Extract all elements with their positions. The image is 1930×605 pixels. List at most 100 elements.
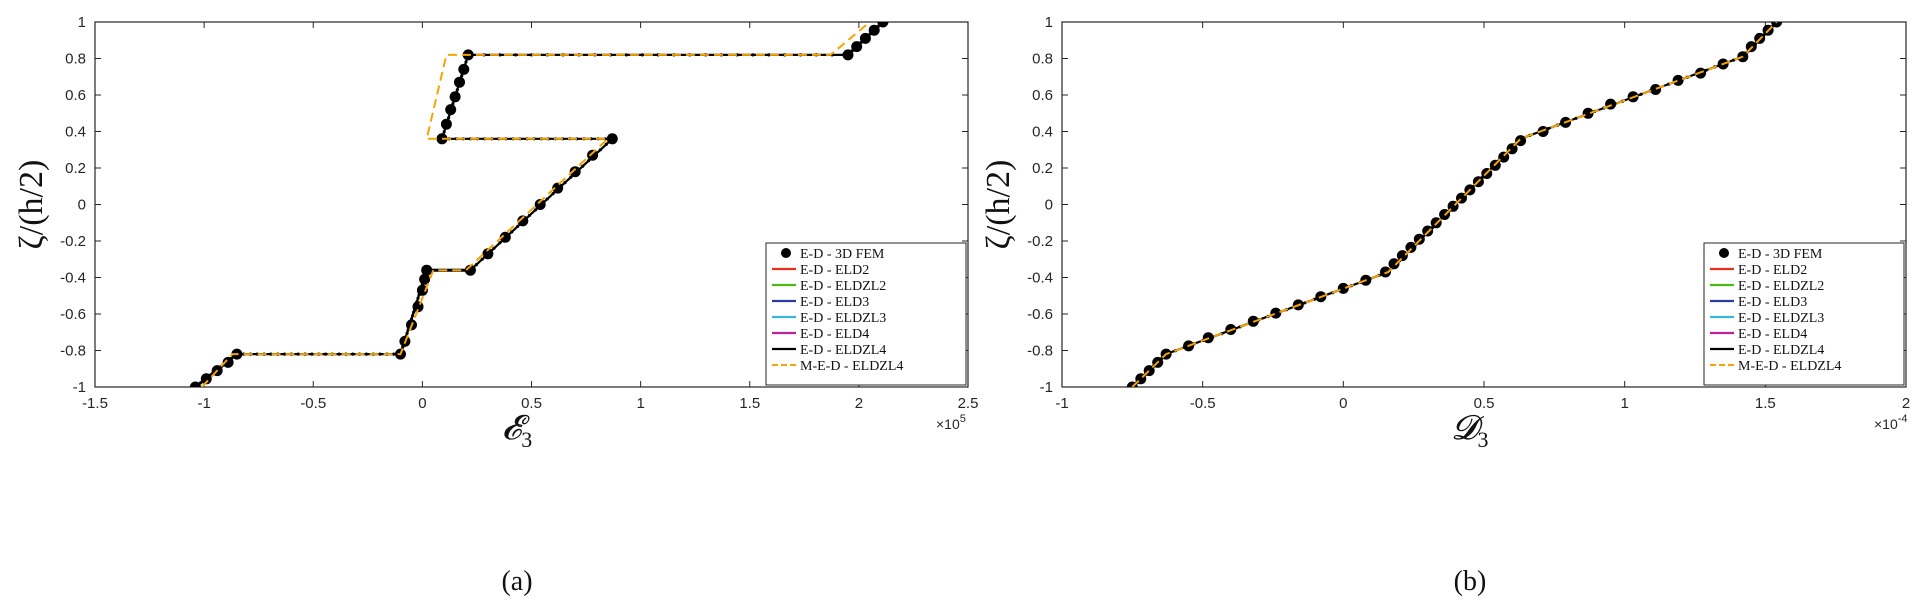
line-dot (405, 331, 409, 335)
x-axis-label-sub: 3 (521, 427, 532, 452)
line-dot (378, 352, 382, 356)
line-dot (414, 303, 418, 307)
line-dot (751, 53, 755, 57)
y-tick-label: 0.4 (65, 124, 86, 141)
line-dot (592, 153, 597, 157)
legend-label: E-D - 3D FEM (1738, 247, 1823, 262)
x-ticks: -1 -0.5 0 0.5 1 1.5 2 (1055, 22, 1910, 412)
line-dot (1368, 277, 1372, 281)
legend-item: E-D - ELD4 (1710, 327, 1807, 342)
line-dot (419, 286, 423, 290)
line-dot (444, 123, 448, 127)
line-dot (457, 81, 462, 85)
line-dot (1210, 335, 1214, 339)
line-dot (455, 88, 459, 92)
line-dot (392, 352, 396, 356)
line-dot (1704, 68, 1708, 72)
line-dot (459, 77, 463, 81)
line-dot (767, 53, 771, 57)
line-dot (498, 241, 502, 245)
x-tick-label: 2.5 (958, 395, 979, 412)
legend-item: E-D - ELD4 (772, 327, 869, 342)
x-tick-label: 1 (1620, 395, 1628, 412)
legend-item: E-D - ELD2 (772, 263, 869, 278)
line-dot (413, 307, 417, 311)
series-m-e-d-eldzl4 (201, 22, 871, 387)
line-dot (401, 345, 405, 349)
line-dot (415, 300, 419, 304)
line-dot (587, 159, 591, 163)
line-dot (452, 98, 456, 102)
legend-label: E-D - ELDZL3 (1738, 311, 1824, 326)
y-axis-label: ζ/(h/2) (980, 160, 1017, 250)
line-dot (569, 175, 573, 179)
line-dot (296, 352, 300, 356)
legend-box (765, 242, 967, 386)
line-dot (443, 126, 447, 130)
legend-item: M-E-D - ELDZL4 (1710, 359, 1841, 374)
y-tick-label: 0.2 (65, 160, 86, 177)
line-dot (581, 164, 585, 168)
legend-label: E-D - ELD3 (800, 295, 869, 310)
legend-label: M-E-D - ELDZL4 (1738, 359, 1841, 374)
fem-marker (1405, 241, 1417, 253)
x-tick-label: 0 (418, 395, 426, 412)
line-dot (463, 63, 467, 67)
legend-item: E-D - ELDZL4 (1710, 343, 1824, 358)
line-dot (442, 130, 446, 134)
y-tick-label: 0.6 (1032, 87, 1053, 104)
line-dot (417, 293, 421, 297)
legend-label: E-D - ELD3 (1738, 295, 1807, 310)
data-series (189, 22, 889, 387)
x-exponent-label: ×105 (936, 413, 966, 432)
x-tick-label: -1 (197, 395, 210, 412)
y-tick-label: -1 (1040, 379, 1053, 396)
x-tick-label: 1 (636, 395, 644, 412)
y-tick-label: 0 (78, 197, 86, 214)
x-exponent-power: -4 (1898, 413, 1908, 425)
line-dot (1546, 126, 1550, 131)
y-tick-label: -0.6 (60, 306, 86, 323)
line-dot (323, 352, 328, 356)
line-dot (462, 67, 466, 71)
y-tick-label: -0.4 (1027, 270, 1053, 287)
y-tick-label: 1 (78, 14, 86, 31)
legend-label: E-D - ELDZL2 (800, 279, 886, 294)
legend-label: E-D - ELDZL4 (1738, 343, 1824, 358)
line-dot (364, 352, 368, 356)
y-tick-label: 0.2 (1032, 160, 1053, 177)
line-dot (1574, 116, 1578, 120)
x-exponent-label: ×10-4 (1874, 413, 1908, 432)
line-dot (522, 219, 526, 223)
y-tick-label: -0.4 (60, 270, 86, 287)
line-dot (416, 296, 420, 300)
line-dot (449, 109, 453, 113)
y-tick-label: 0.6 (65, 87, 86, 104)
line-dot (441, 133, 445, 137)
x-tick-label: 0.5 (521, 395, 542, 412)
series-m-e-d-eldzl4 (1131, 22, 1778, 387)
line-dot (557, 186, 561, 190)
x-exponent-base: ×10 (1874, 416, 1898, 432)
line-dot (411, 314, 415, 318)
legend-box (1703, 242, 1905, 386)
y-tick-label: 1 (1045, 14, 1053, 31)
legend-label: E-D - ELDZL3 (800, 311, 886, 326)
line-dot (527, 213, 532, 217)
x-ticks: -1.5 -1 -0.5 0 0.5 1 1.5 2 2.5 (82, 22, 978, 412)
line-dot (474, 263, 478, 267)
line-dot (454, 91, 458, 95)
x-tick-label: 1.5 (739, 395, 760, 412)
panel-a: -1.5 -1 -0.5 0 0.5 1 1.5 2 2.5-1-0.8-0.6-0.4-0.2… (13, 14, 978, 597)
line-dot (421, 279, 426, 283)
line-dot (1491, 165, 1495, 169)
x-tick-label: 0.5 (1474, 395, 1495, 412)
line-dot (1392, 264, 1396, 269)
x-tick-label: -1.5 (82, 395, 108, 412)
legend-item: E-D - ELDZL3 (772, 311, 886, 326)
line-dot (451, 102, 455, 106)
line-dot (1275, 311, 1279, 315)
line-dot (510, 230, 514, 234)
